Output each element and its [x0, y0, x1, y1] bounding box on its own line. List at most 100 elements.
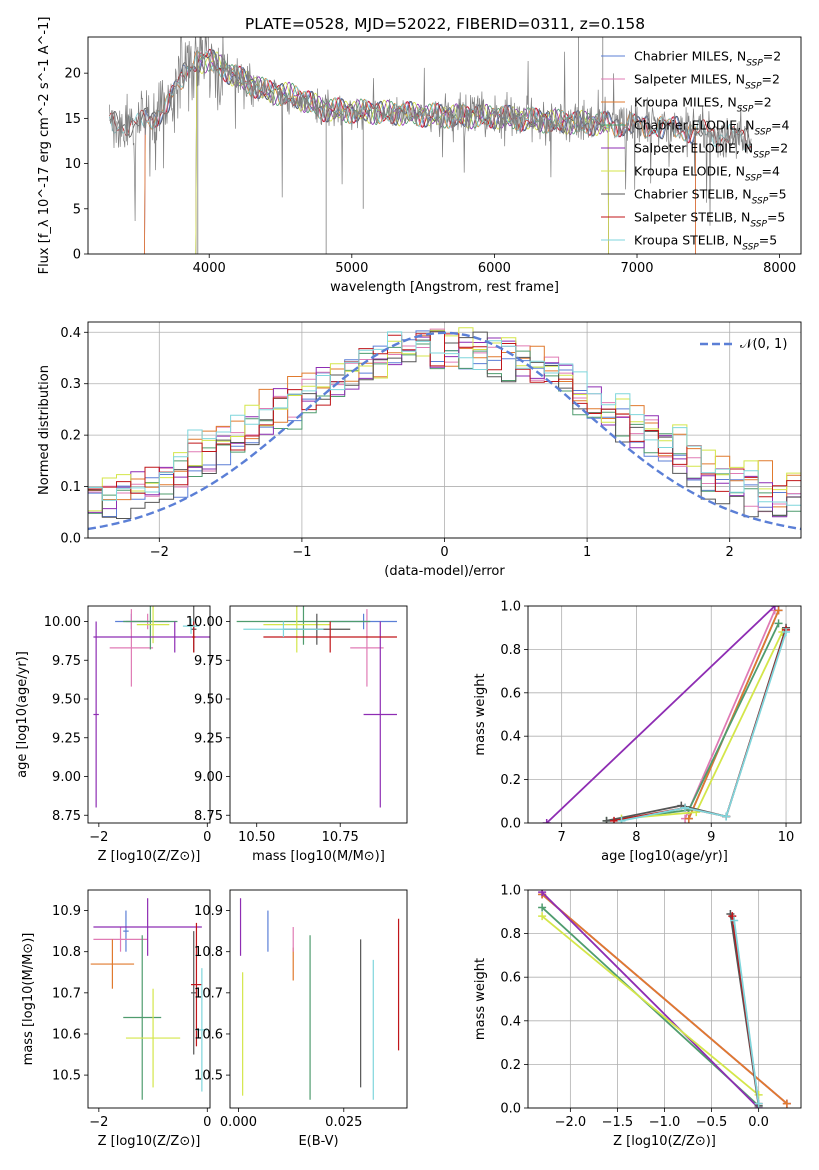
x-tick-label: 0 [440, 545, 448, 560]
weight-line [606, 623, 780, 822]
axes-frame [87, 605, 211, 824]
histogram-step [88, 331, 801, 506]
weight-line [684, 609, 776, 820]
y-tick-label: 0.0 [60, 532, 81, 547]
weight-line [621, 631, 787, 822]
axes-frame [229, 605, 408, 824]
y-tick-label: 8.75 [194, 809, 223, 824]
y-tick-label: 0.4 [60, 326, 81, 341]
x-tick-label: 7 [558, 830, 566, 845]
weight-marker [538, 912, 547, 921]
axes-frame [87, 36, 802, 255]
x-tick-label: 10 [778, 830, 795, 845]
y-axis-label: Flux [f_λ 10^-17 erg cm^-2 s^-1 A^-1] [37, 17, 52, 275]
legend-entry: 𝒩(0, 1) [740, 337, 787, 352]
y-tick-label: 10.9 [52, 904, 81, 919]
x-tick-label: 2 [726, 545, 734, 560]
weight_vs_age-plot-area [542, 606, 791, 823]
chart-title: PLATE=0528, MJD=52022, FIBERID=0311, z=0… [245, 15, 645, 33]
axes-frame [87, 889, 211, 1109]
x-axis-label: wavelength [Angstrom, rest frame] [330, 280, 559, 295]
age_vs_mass-plot-area [236, 606, 397, 808]
residuals-axes: −2 −1 0 1 2 0.0 0.1 0.2 0.3 0.4 (data-model)/error… [37, 321, 802, 579]
age_vs_mass-axes: 10.50 10.75 8.75 9.00 9.25 9.50 9.75 10.00 mass … [186, 605, 408, 864]
x-tick-label: −2 [89, 830, 108, 845]
weight-marker [538, 903, 547, 912]
y-tick-label: 9.50 [52, 693, 81, 708]
y-tick-label: 10.7 [52, 986, 81, 1001]
normal-curve [88, 331, 801, 531]
model-spectrum-line [194, 51, 609, 254]
y-tick-label: 0.2 [60, 429, 81, 444]
x-tick-label: −2 [150, 545, 169, 560]
weight_vs_Z-plot-area [538, 890, 791, 1108]
y-tick-label: 10 [64, 157, 81, 172]
x-tick-label: 4000 [193, 261, 226, 276]
spectrum-plot-area [109, 37, 752, 254]
y-tick-label: 9.25 [52, 731, 81, 746]
y-tick-label: 0.8 [500, 927, 521, 942]
y-tick-label: 9.00 [194, 770, 223, 785]
weight-marker [774, 619, 783, 628]
y-tick-label: 0.4 [500, 1014, 521, 1029]
weight-marker [722, 812, 731, 821]
y-tick-label: 20 [64, 67, 81, 82]
y-axis-label: mass weight [473, 958, 488, 1040]
weight-line [541, 893, 788, 1105]
legend-entry: Chabrier MILES, NSSP=2 [634, 49, 781, 69]
legend: Chabrier MILES, NSSP=2 Salpeter MILES, NS… [601, 49, 789, 253]
y-tick-label: 5 [73, 202, 81, 217]
mass_vs_ebv-axes: 0.000 0.025 10.5 10.6 10.7 10.8 10.9 E(B-V) [194, 889, 408, 1149]
y-tick-label: 10.00 [44, 615, 81, 630]
axes-frame [229, 889, 408, 1109]
x-tick-label: 0.0 [748, 1115, 769, 1130]
y-tick-label: 0.2 [500, 1058, 521, 1073]
x-axis-label: Z [log10(Z/Z⊙)] [98, 1134, 201, 1149]
x-tick-label: 9 [707, 830, 715, 845]
y-tick-label: 9.25 [194, 731, 223, 746]
weight-marker [774, 606, 783, 615]
mass_vs_Z-axes: −2 0 10.5 10.6 10.7 10.8 10.9 Z [log10(Z/Z⊙)] ma… [21, 889, 211, 1149]
data-spectrum-line [109, 37, 752, 226]
y-tick-label: 10.9 [194, 904, 223, 919]
y-tick-label: 0.0 [500, 1102, 521, 1117]
x-axis-label: E(B-V) [298, 1134, 338, 1149]
weight_vs_Z-axes: −2.0 −1.5 −1.0 −0.5 0.0 0.0 0.2 0.4 0.6 0.8 1.0 Z [… [473, 884, 802, 1149]
histogram-step [88, 333, 801, 498]
y-tick-label: 9.75 [52, 654, 81, 669]
x-tick-label: −1.5 [602, 1115, 634, 1130]
axes-frame [527, 605, 802, 824]
weight-marker [617, 816, 626, 823]
y-tick-label: 10.5 [194, 1069, 223, 1084]
y-tick-label: 10.00 [186, 615, 223, 630]
x-tick-label: −0.5 [696, 1115, 728, 1130]
x-tick-label: 10.75 [322, 830, 359, 845]
x-axis-label: mass [log10(M/M⊙)] [252, 849, 385, 864]
y-tick-label: 0.1 [60, 480, 81, 495]
x-axis-label: Z [log10(Z/Z⊙)] [613, 1134, 716, 1149]
legend-entry: Salpeter ELODIE, NSSP=2 [634, 141, 788, 161]
y-tick-label: 10.7 [194, 986, 223, 1001]
x-tick-label: 0 [203, 1115, 211, 1130]
age_vs_Z-axes: −2 0 8.75 9.00 9.25 9.50 9.75 10.00 Z [log10(Z/Z… [15, 605, 211, 864]
x-tick-label: 7000 [620, 261, 653, 276]
weight-line [541, 891, 760, 1108]
x-tick-label: −2.0 [555, 1115, 587, 1130]
model-spectrum-line [109, 48, 752, 150]
axes-frame [87, 321, 802, 539]
y-tick-label: 0.4 [500, 730, 521, 745]
x-tick-label: 10.50 [238, 830, 275, 845]
y-tick-label: 8.75 [52, 809, 81, 824]
weight-line [546, 606, 776, 823]
weight-line [541, 915, 760, 1096]
legend-entry: Salpeter STELIB, NSSP=5 [634, 210, 785, 230]
y-tick-label: 10.8 [194, 945, 223, 960]
y-axis-label: mass weight [473, 673, 488, 755]
residuals-plot-area [88, 327, 801, 531]
y-tick-label: 9.50 [194, 693, 223, 708]
weight-marker [602, 816, 611, 823]
weight-marker [542, 819, 551, 823]
y-tick-label: 1.0 [500, 600, 521, 615]
weight-line [687, 609, 780, 820]
